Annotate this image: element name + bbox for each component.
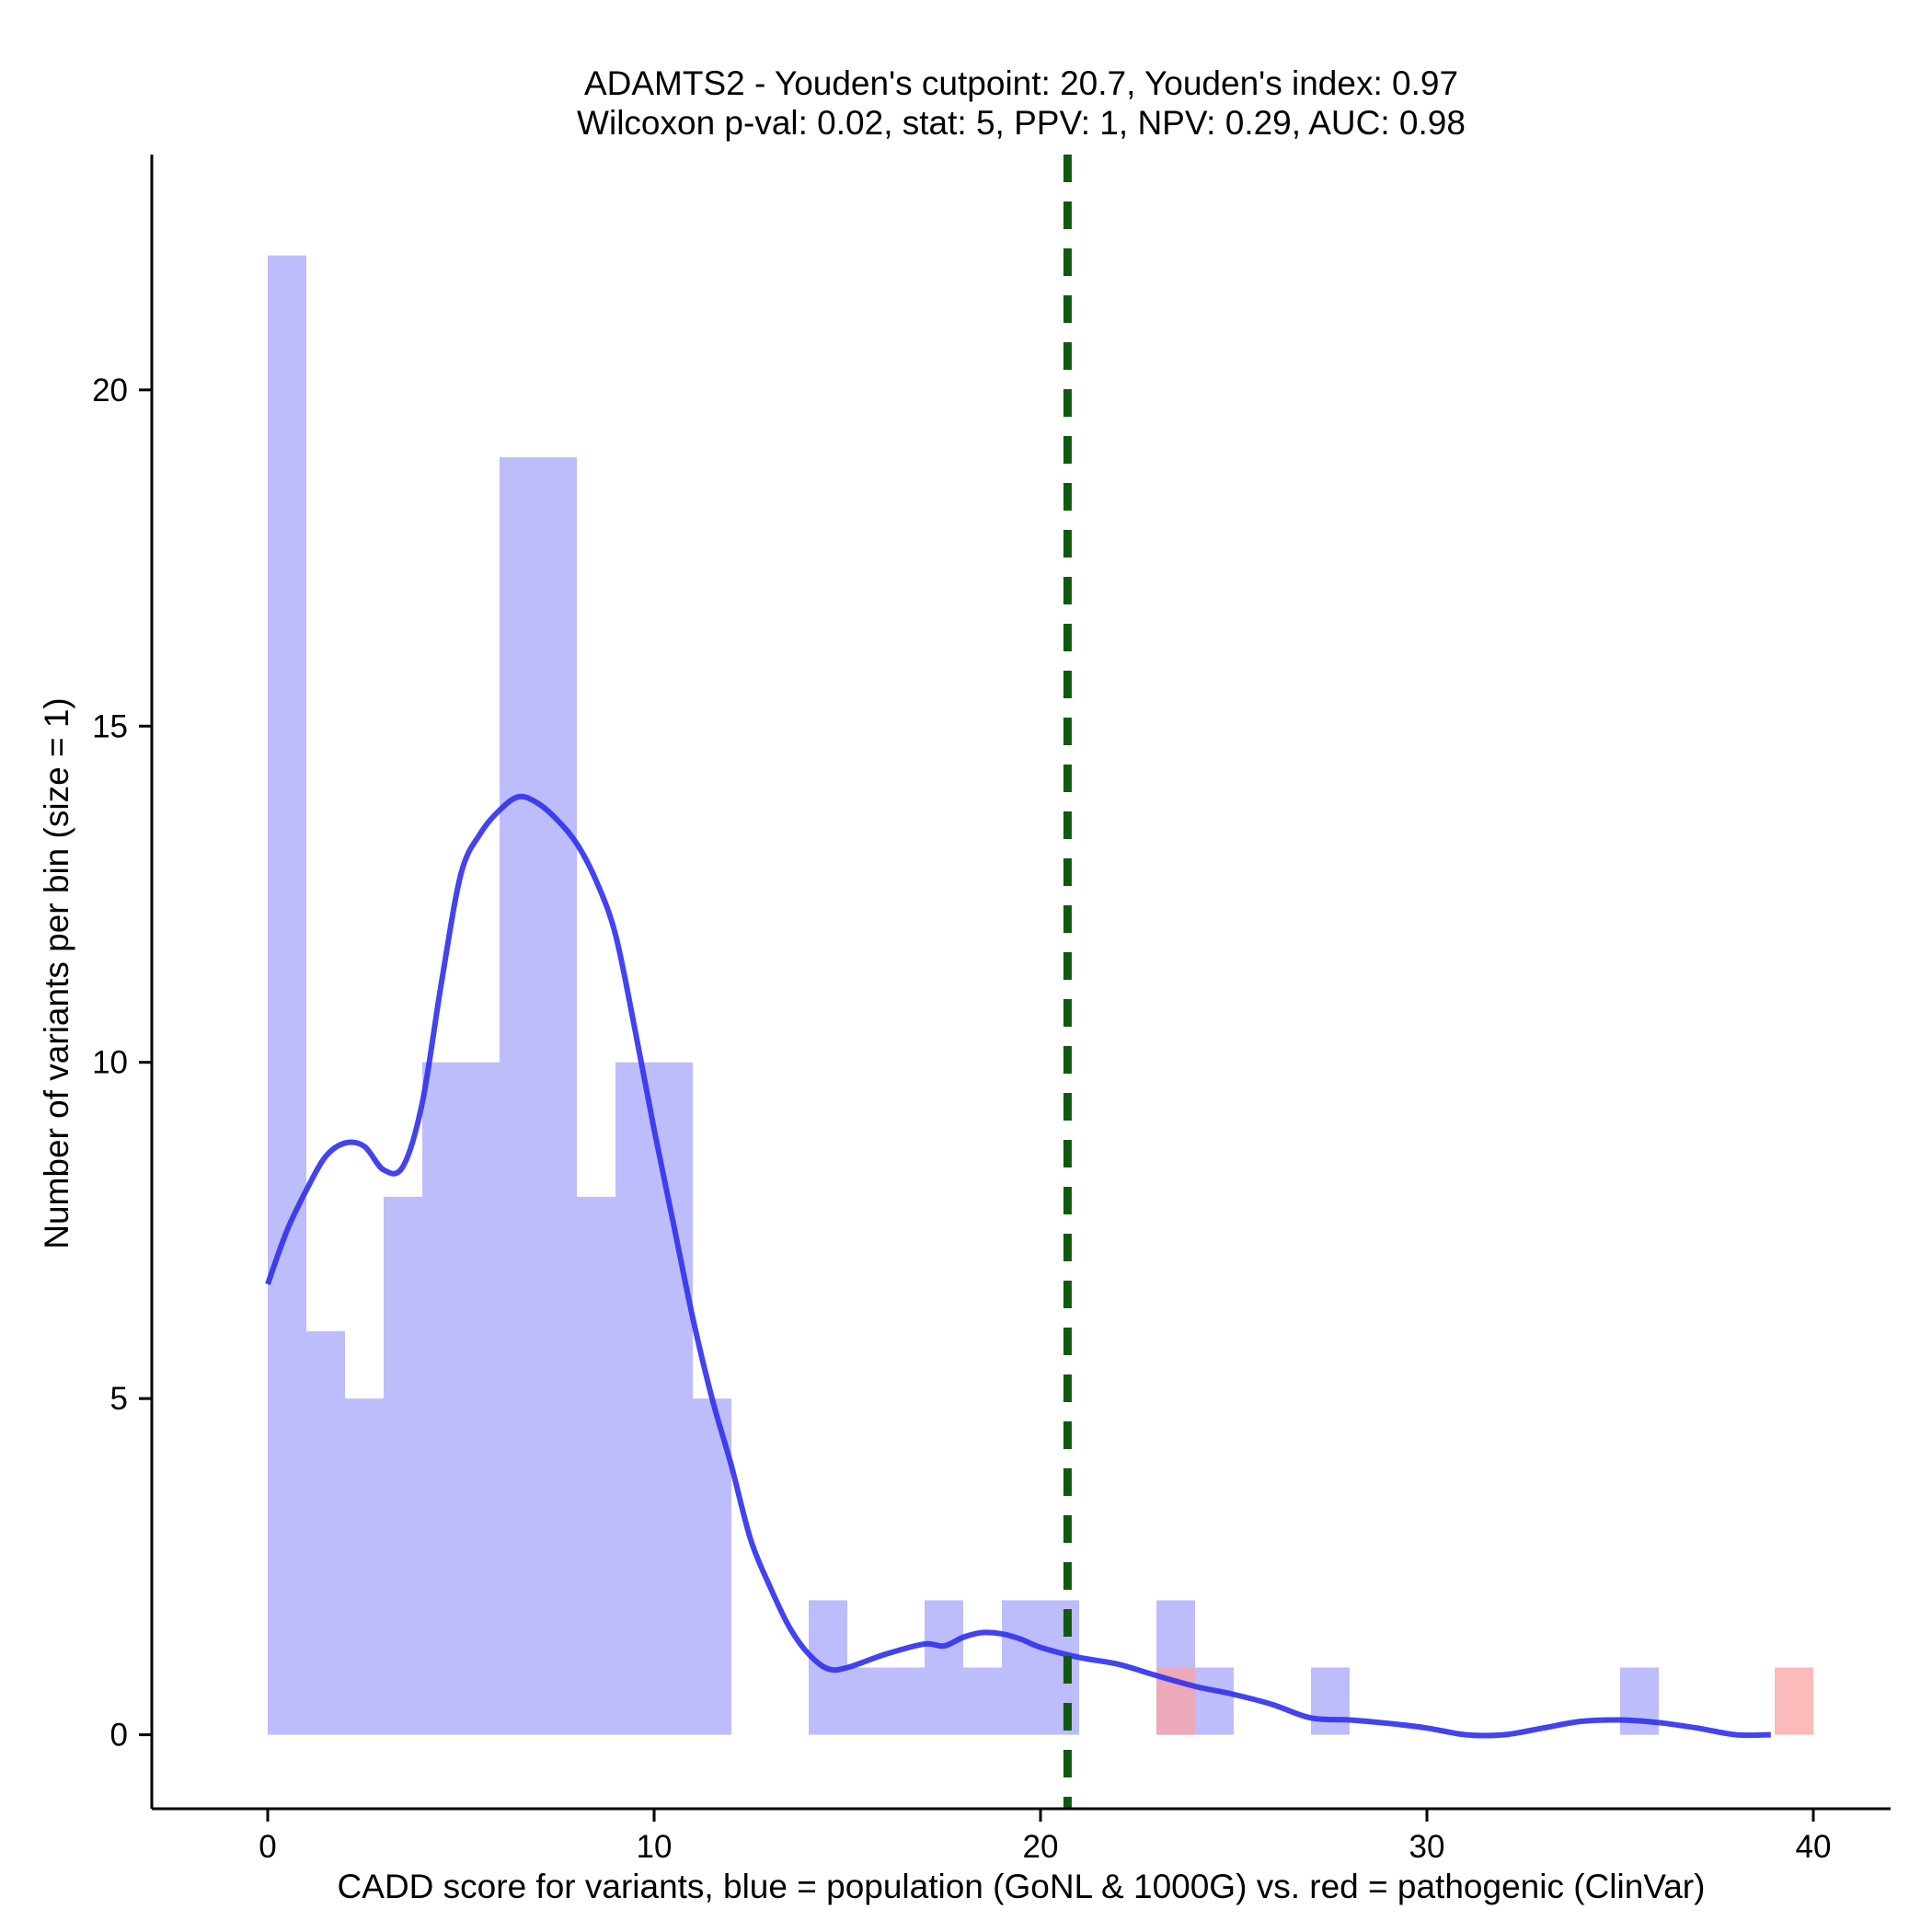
population-bar-8 [577,1196,615,1735]
pathogenic-bar-1 [1775,1667,1813,1735]
y-tick-label-15: 15 [92,708,128,744]
y-axis-label: Number of variants per bin (size = 1) [38,697,75,1248]
x-tick-label-10: 10 [637,1829,673,1865]
population-bar-18 [1041,1600,1079,1735]
population-density-curve [265,793,1771,1739]
chart-title-line1: ADAMTS2 - Youden's cutpoint: 20.7, Youde… [584,64,1458,102]
population-bar-3 [384,1196,422,1735]
population-bar-7 [538,456,577,1735]
population-bar-16 [963,1667,1002,1735]
y-tick-label-0: 0 [110,1718,128,1754]
x-tick-label-40: 40 [1796,1829,1832,1865]
x-tick-label-0: 0 [259,1829,276,1865]
population-bar-6 [500,456,538,1735]
y-tick-label-10: 10 [92,1045,128,1081]
population-bar-17 [1002,1600,1041,1735]
population-bar-0 [268,255,306,1735]
x-tick-label-30: 30 [1409,1829,1445,1865]
population-bar-15 [925,1600,963,1735]
population-bar-14 [886,1667,925,1735]
population-bar-13 [847,1667,886,1735]
population-bar-1 [306,1331,345,1735]
x-tick-label-20: 20 [1023,1829,1059,1865]
population-bar-5 [461,1062,500,1735]
y-tick-label-20: 20 [92,373,128,408]
density-curve-layer [265,793,1771,1739]
axes-layer: 0 10 20 30 40 0 5 10 15 20 [92,155,1891,1865]
population-bar-4 [422,1062,461,1735]
population-bar-9 [615,1062,654,1735]
y-tick-label-5: 5 [110,1381,128,1417]
x-axis-label: CADD score for variants, blue = populati… [338,1868,1706,1905]
population-bar-2 [345,1398,384,1735]
chart-title-line2: Wilcoxon p-val: 0.02, stat: 5, PPV: 1, N… [577,104,1466,142]
population-bar-11 [693,1398,731,1735]
population-bar-20 [1195,1667,1234,1735]
bars-layer [268,255,1813,1735]
population-bar-21 [1311,1667,1350,1735]
